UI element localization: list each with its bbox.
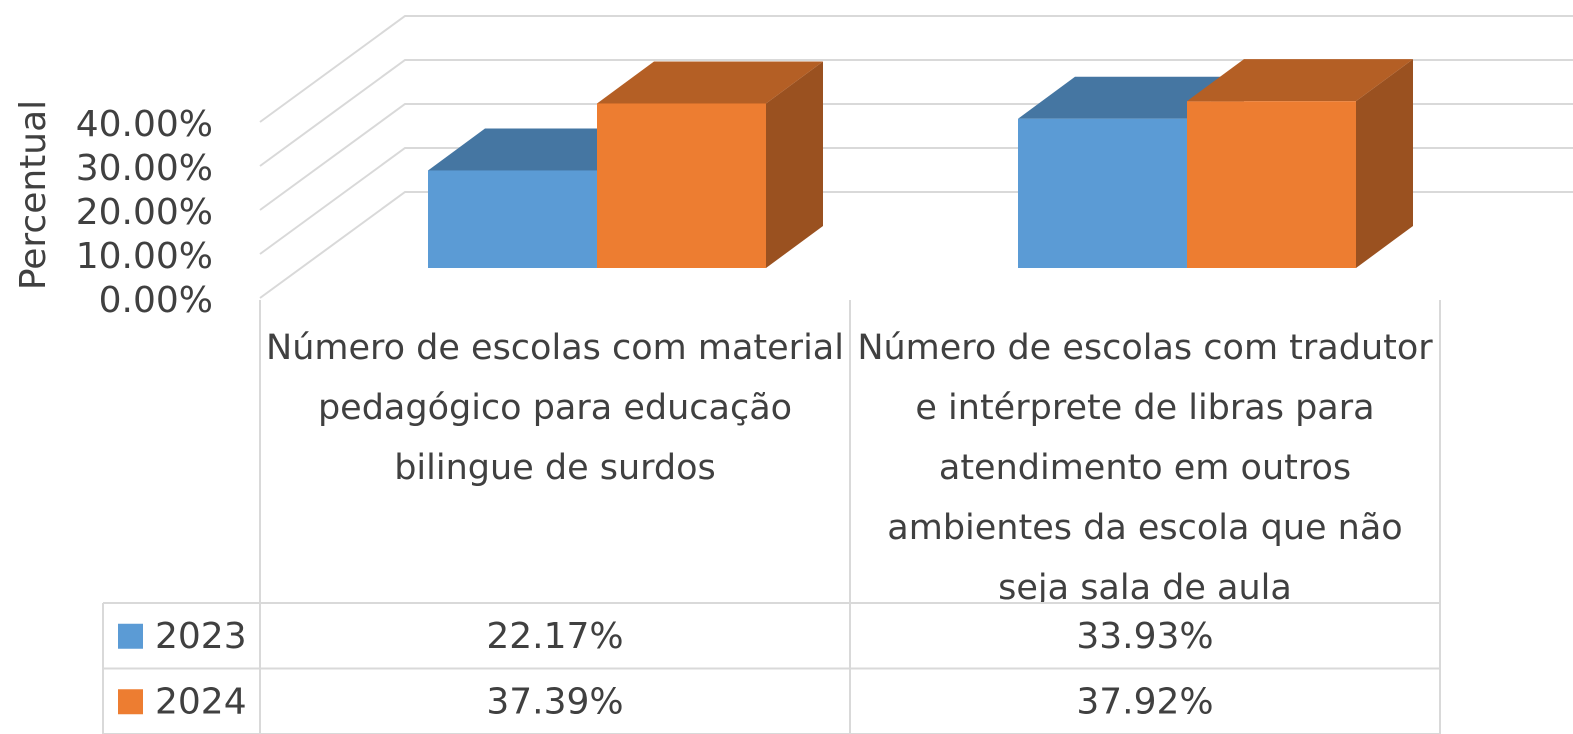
bar-side bbox=[766, 61, 823, 268]
bar bbox=[428, 170, 597, 268]
y-tick-label: 30.00% bbox=[76, 148, 213, 189]
bar bbox=[597, 103, 766, 268]
bar bbox=[1187, 101, 1356, 268]
grid-line bbox=[259, 15, 1573, 123]
category-cell: Número de escolas com tradutor e intérpr… bbox=[857, 328, 1433, 603]
bar bbox=[1018, 118, 1187, 268]
legend-label: 2024 bbox=[155, 681, 247, 722]
legend-swatch bbox=[118, 623, 143, 649]
data-label: 33.93% bbox=[1076, 616, 1213, 657]
x-tick-label: Número de escolas com tradutor e intérpr… bbox=[857, 328, 1433, 603]
grid-line bbox=[259, 59, 1573, 167]
y-tick-label: 10.00% bbox=[76, 236, 213, 277]
y-tick-label: 40.00% bbox=[76, 104, 213, 145]
legend-label: 2023 bbox=[155, 616, 247, 657]
bar-top bbox=[597, 61, 823, 104]
y-tick-label: 20.00% bbox=[76, 192, 213, 233]
category-cell: Número de escolas com material pedagógic… bbox=[266, 328, 844, 488]
y-tick-label: 0.00% bbox=[99, 280, 213, 321]
y-axis-label: Percentual bbox=[13, 100, 54, 290]
data-label: 22.17% bbox=[486, 616, 623, 657]
data-label: 37.92% bbox=[1076, 681, 1213, 722]
bar-side bbox=[1356, 59, 1413, 268]
data-label: 37.39% bbox=[486, 681, 623, 722]
bar-top bbox=[1187, 59, 1413, 102]
legend-swatch bbox=[118, 689, 143, 715]
x-tick-label: Número de escolas com material pedagógic… bbox=[266, 328, 844, 488]
